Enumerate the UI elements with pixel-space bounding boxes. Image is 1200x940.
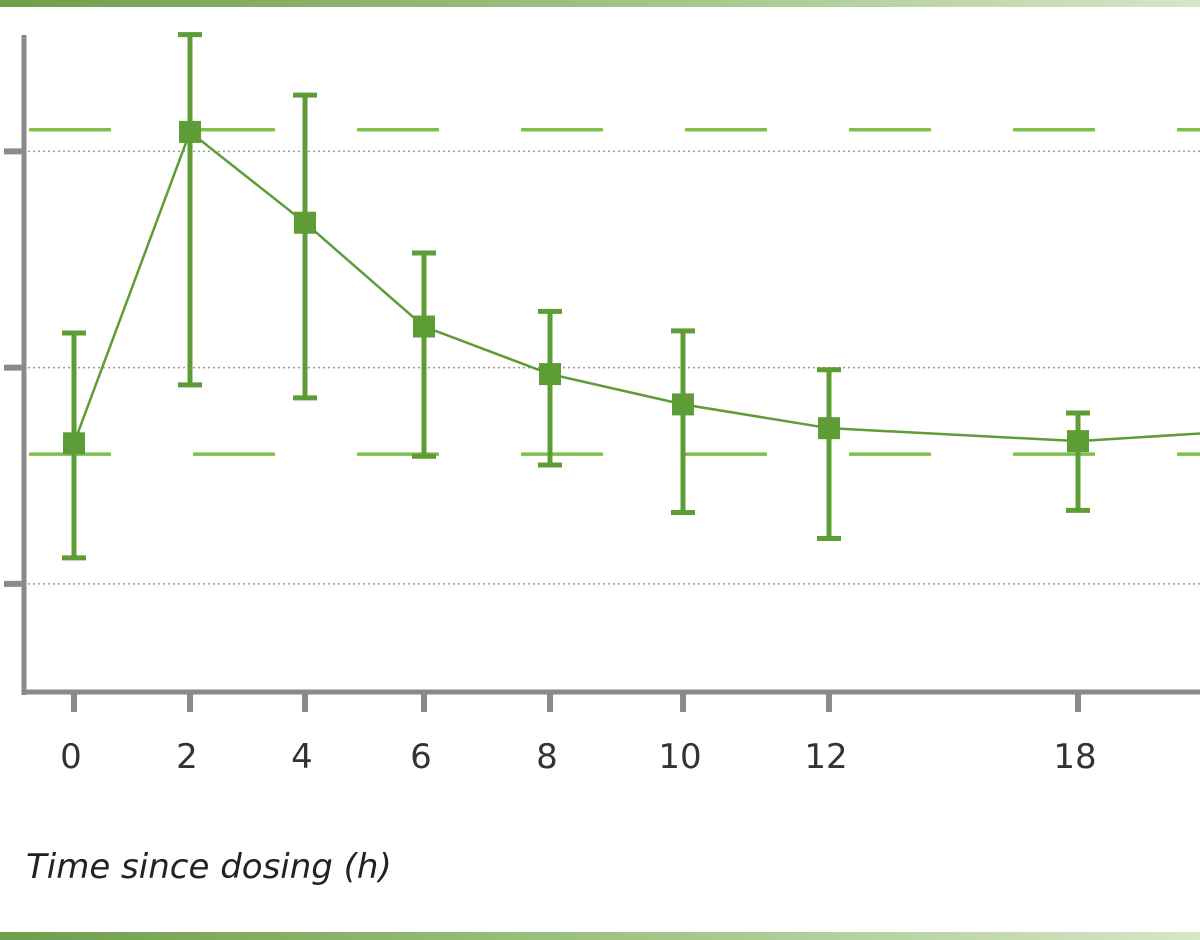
top-frame-line <box>0 0 1200 7</box>
x-tick-label-2: 2 <box>176 737 198 777</box>
data-point-4 <box>294 211 316 234</box>
data-point-6 <box>413 315 435 338</box>
x-tick-label-18: 18 <box>1053 737 1096 777</box>
x-tick-label-6: 6 <box>410 737 432 777</box>
data-point-0 <box>63 432 85 455</box>
x-tick-label-12: 12 <box>804 737 847 777</box>
series-line-0 <box>72 129 1200 444</box>
data-series <box>62 32 1200 561</box>
axes <box>4 35 1200 712</box>
x-tick-label-10: 10 <box>658 737 701 777</box>
bottom-frame-line <box>0 932 1200 940</box>
data-point-2 <box>179 120 201 143</box>
data-point-8 <box>539 363 561 386</box>
reference-lines <box>24 128 1200 456</box>
x-axis-title: Time since dosing (h) <box>26 847 392 887</box>
x-tick-label-8: 8 <box>536 737 558 777</box>
x-tick-label-4: 4 <box>291 737 313 777</box>
data-point-10 <box>672 393 694 416</box>
data-point-12 <box>818 417 840 440</box>
x-tick-label-0: 0 <box>60 737 82 777</box>
data-point-18 <box>1067 430 1089 453</box>
gridlines <box>28 150 1200 585</box>
tick-labels: 0 2 4 6 8 10 12 18 <box>60 737 1096 777</box>
